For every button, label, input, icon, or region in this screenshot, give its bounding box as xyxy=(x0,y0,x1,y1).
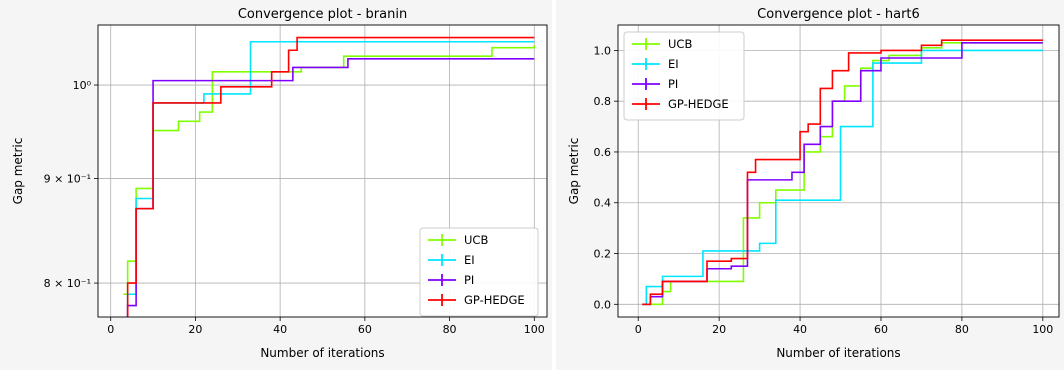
series-line-gp-hedge xyxy=(642,39,1043,306)
x-tick-label: 0 xyxy=(635,323,642,336)
y-tick-label: 9 × 10⁻¹ xyxy=(44,173,91,186)
y-tick-label: 0.6 xyxy=(594,146,612,159)
legend: UCB EI PI GP-HEDGE xyxy=(623,31,745,121)
legend-label: GP-HEDGE xyxy=(464,293,525,307)
axes-frame xyxy=(617,24,1060,318)
y-tick-label: 10⁰ xyxy=(73,79,92,92)
legend-label: EI xyxy=(464,253,475,267)
x-tick-label: 80 xyxy=(955,323,969,336)
chart-title: Convergence plot - branin xyxy=(238,7,407,22)
x-tick-label: 60 xyxy=(874,323,888,336)
x-tick-label: 100 xyxy=(524,323,545,336)
legend-label: UCB xyxy=(668,37,692,51)
legend-box xyxy=(419,227,539,317)
y-tick-label: 0.2 xyxy=(594,248,612,261)
axes-frame xyxy=(97,24,548,318)
branin-panel: 0 20 40 60 80 100 8 × 10⁻¹ 9 × 10⁻¹ 10⁰ Convergen… xyxy=(11,7,548,360)
x-tick-label: 60 xyxy=(358,323,372,336)
hart6-convergence-chart: 0 20 40 60 80 100 0.0 0.2 0.4 0.6 0.8 1.0 Convergenc… xyxy=(567,7,1060,360)
legend: UCB EI PI GP-HEDGE xyxy=(419,227,539,317)
y-tick-label: 1.0 xyxy=(594,44,612,57)
x-tick-label: 40 xyxy=(273,323,287,336)
x-tick-label: 40 xyxy=(793,323,807,336)
x-tick-label: 100 xyxy=(1032,323,1053,336)
y-tick-label: 0.0 xyxy=(594,298,612,311)
series-line-gp-hedge xyxy=(126,36,535,317)
x-tick-label: 20 xyxy=(712,323,726,336)
x-tick-label: 20 xyxy=(188,323,202,336)
y-axis-label: Gap metric xyxy=(567,138,581,205)
legend-label: PI xyxy=(668,77,678,91)
legend-box xyxy=(623,31,745,121)
legend-label: GP-HEDGE xyxy=(668,97,729,111)
legend-label: UCB xyxy=(464,233,488,247)
x-tick-label: 0 xyxy=(107,323,114,336)
y-tick-label: 0.8 xyxy=(594,95,612,108)
y-axis-label: Gap metric xyxy=(11,138,25,205)
chart-title: Convergence plot - hart6 xyxy=(757,7,920,22)
x-axis-label: Number of iterations xyxy=(776,346,900,360)
legend-label: EI xyxy=(668,57,679,71)
y-tick-label: 0.4 xyxy=(594,197,612,210)
y-tick-label: 8 × 10⁻¹ xyxy=(44,277,91,290)
x-axis-label: Number of iterations xyxy=(260,346,384,360)
legend-label: PI xyxy=(464,273,474,287)
x-tick-label: 80 xyxy=(443,323,457,336)
hart6-panel: 0 20 40 60 80 100 0.0 0.2 0.4 0.6 0.8 1.0 Convergenc… xyxy=(556,0,1064,370)
branin-convergence-chart: 0 20 40 60 80 100 8 × 10⁻¹ 9 × 10⁻¹ 10⁰ Convergen… xyxy=(11,7,548,360)
